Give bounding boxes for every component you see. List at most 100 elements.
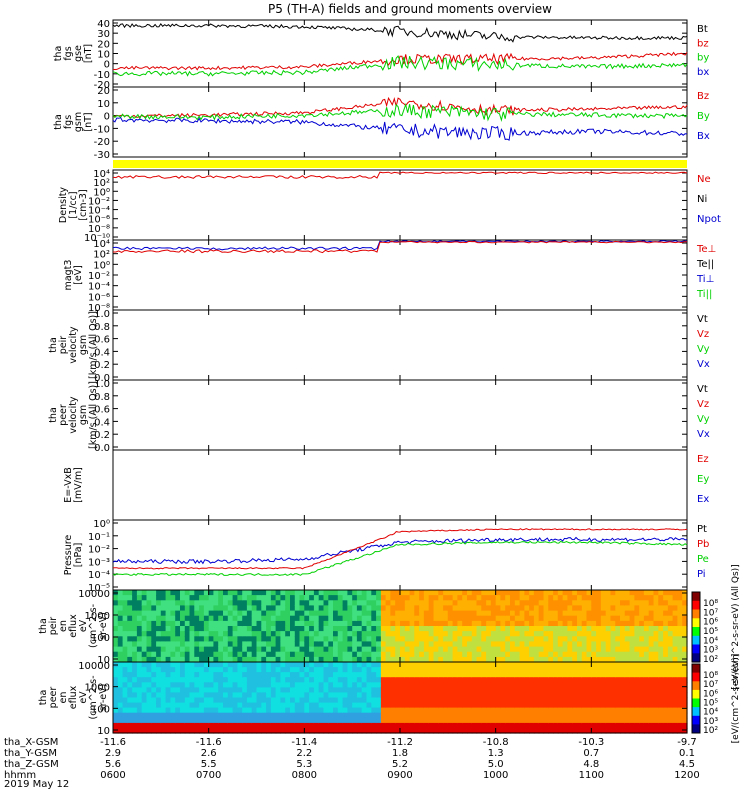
spectro-cell bbox=[227, 641, 234, 648]
spectro-cell bbox=[467, 722, 473, 729]
spectro-cell bbox=[596, 626, 602, 632]
spectro-cell bbox=[433, 697, 439, 704]
spectro-cell bbox=[677, 651, 683, 658]
spectro-cell bbox=[581, 707, 588, 714]
spectro-cell bbox=[658, 672, 664, 678]
y-tick-label: 1000 bbox=[85, 683, 110, 694]
spectro-cell bbox=[438, 697, 444, 704]
spectro-cell bbox=[428, 662, 435, 668]
spectro-cell bbox=[447, 631, 454, 637]
spectro-cell bbox=[629, 697, 635, 704]
spectro-cell bbox=[285, 697, 291, 704]
y-tick-label: 30 bbox=[97, 29, 110, 40]
y-tick-label: 10⁻² bbox=[88, 545, 110, 556]
spectro-cell bbox=[299, 646, 305, 653]
spectro-cell bbox=[414, 615, 420, 622]
spectro-cell bbox=[246, 717, 253, 724]
spectro-cell bbox=[462, 707, 468, 714]
spectro-cell bbox=[643, 687, 650, 694]
axis-row-value: 2.2 bbox=[296, 748, 312, 759]
spectro-cell bbox=[557, 605, 564, 612]
spectro-cell bbox=[313, 722, 320, 729]
spectro-cell bbox=[371, 702, 377, 709]
spectro-cell bbox=[290, 662, 296, 668]
spectro-cell bbox=[519, 697, 525, 704]
spectro-cell bbox=[175, 610, 181, 617]
spectro-cell bbox=[605, 600, 612, 606]
spectro-cell bbox=[553, 687, 559, 694]
spectro-cell bbox=[208, 677, 215, 683]
spectro-cell bbox=[447, 672, 454, 678]
spectro-cell bbox=[227, 662, 234, 668]
spectro-cell bbox=[672, 707, 678, 714]
spectro-cell bbox=[533, 646, 540, 653]
spectro-cell bbox=[438, 636, 444, 642]
spectro-cell bbox=[356, 620, 363, 627]
spectro-cell bbox=[557, 702, 564, 709]
spectro-cell bbox=[471, 590, 478, 596]
spectro-cell bbox=[495, 600, 502, 606]
spectro-cell bbox=[409, 600, 415, 606]
spectro-cell bbox=[581, 636, 588, 642]
spectro-cell bbox=[170, 677, 176, 683]
spectro-cell bbox=[380, 667, 387, 673]
spectro-cell bbox=[538, 615, 545, 622]
series-bz bbox=[112, 51, 688, 71]
axis-row-value: 1200 bbox=[674, 770, 699, 781]
spectro-cell bbox=[251, 692, 258, 699]
spectro-cell bbox=[510, 667, 516, 673]
spectro-cell bbox=[423, 677, 430, 683]
spectro-cell bbox=[419, 722, 425, 729]
spectro-cell bbox=[376, 656, 382, 663]
spectro-cell bbox=[256, 620, 262, 627]
spectro-cell bbox=[400, 677, 406, 683]
spectro-cell bbox=[452, 712, 458, 719]
spectro-cell bbox=[533, 626, 540, 632]
spectro-cell bbox=[610, 631, 616, 637]
spectro-cell bbox=[294, 605, 301, 612]
spectro-cell bbox=[615, 722, 621, 729]
spectro-cell bbox=[376, 722, 382, 729]
spectro-cell bbox=[533, 712, 540, 719]
spectro-cell bbox=[467, 595, 473, 601]
spectro-cell bbox=[218, 626, 224, 632]
y-label-line: eflux bbox=[68, 685, 79, 709]
spectro-cell bbox=[519, 682, 525, 688]
spectro-cell bbox=[165, 626, 171, 632]
spectro-cell bbox=[356, 610, 363, 617]
spectro-cell bbox=[596, 600, 602, 606]
spectro-cell bbox=[270, 656, 277, 663]
axis-row-value: -11.4 bbox=[291, 737, 317, 748]
spectro-cell bbox=[328, 590, 334, 596]
spectro-cell bbox=[591, 590, 597, 596]
spectro-cell bbox=[127, 605, 133, 612]
spectro-cell bbox=[538, 682, 545, 688]
spectro-cell bbox=[184, 590, 191, 596]
spectro-cell bbox=[404, 590, 411, 596]
colorbar-tick: 10³ bbox=[703, 717, 718, 727]
y-tick-label: 0.8 bbox=[94, 392, 110, 403]
colorbar-tick: 10⁵ bbox=[703, 699, 718, 709]
spectro-cell bbox=[251, 702, 258, 709]
spectro-cell bbox=[639, 620, 645, 627]
legend-Bz: Bz bbox=[697, 91, 709, 102]
spectro-cell bbox=[180, 595, 186, 601]
spectro-cell bbox=[586, 717, 592, 724]
spectro-cell bbox=[605, 605, 612, 612]
spectro-cell bbox=[280, 646, 286, 653]
spectro-cell bbox=[404, 605, 411, 612]
spectro-cell bbox=[242, 626, 248, 632]
spectro-cell bbox=[199, 672, 205, 678]
spectro-cell bbox=[476, 677, 482, 683]
spectro-cell bbox=[160, 641, 167, 648]
spectro-cell bbox=[462, 651, 468, 658]
spectro-cell bbox=[132, 641, 138, 648]
axis-row-value: 5.2 bbox=[392, 759, 408, 770]
spectro-cell bbox=[586, 620, 592, 627]
spectro-cell bbox=[136, 712, 143, 719]
spectro-cell bbox=[476, 610, 482, 617]
spectro-cell bbox=[677, 590, 683, 596]
spectro-cell bbox=[213, 626, 219, 632]
colorbar-step bbox=[692, 681, 700, 691]
spectro-cell bbox=[648, 717, 655, 724]
